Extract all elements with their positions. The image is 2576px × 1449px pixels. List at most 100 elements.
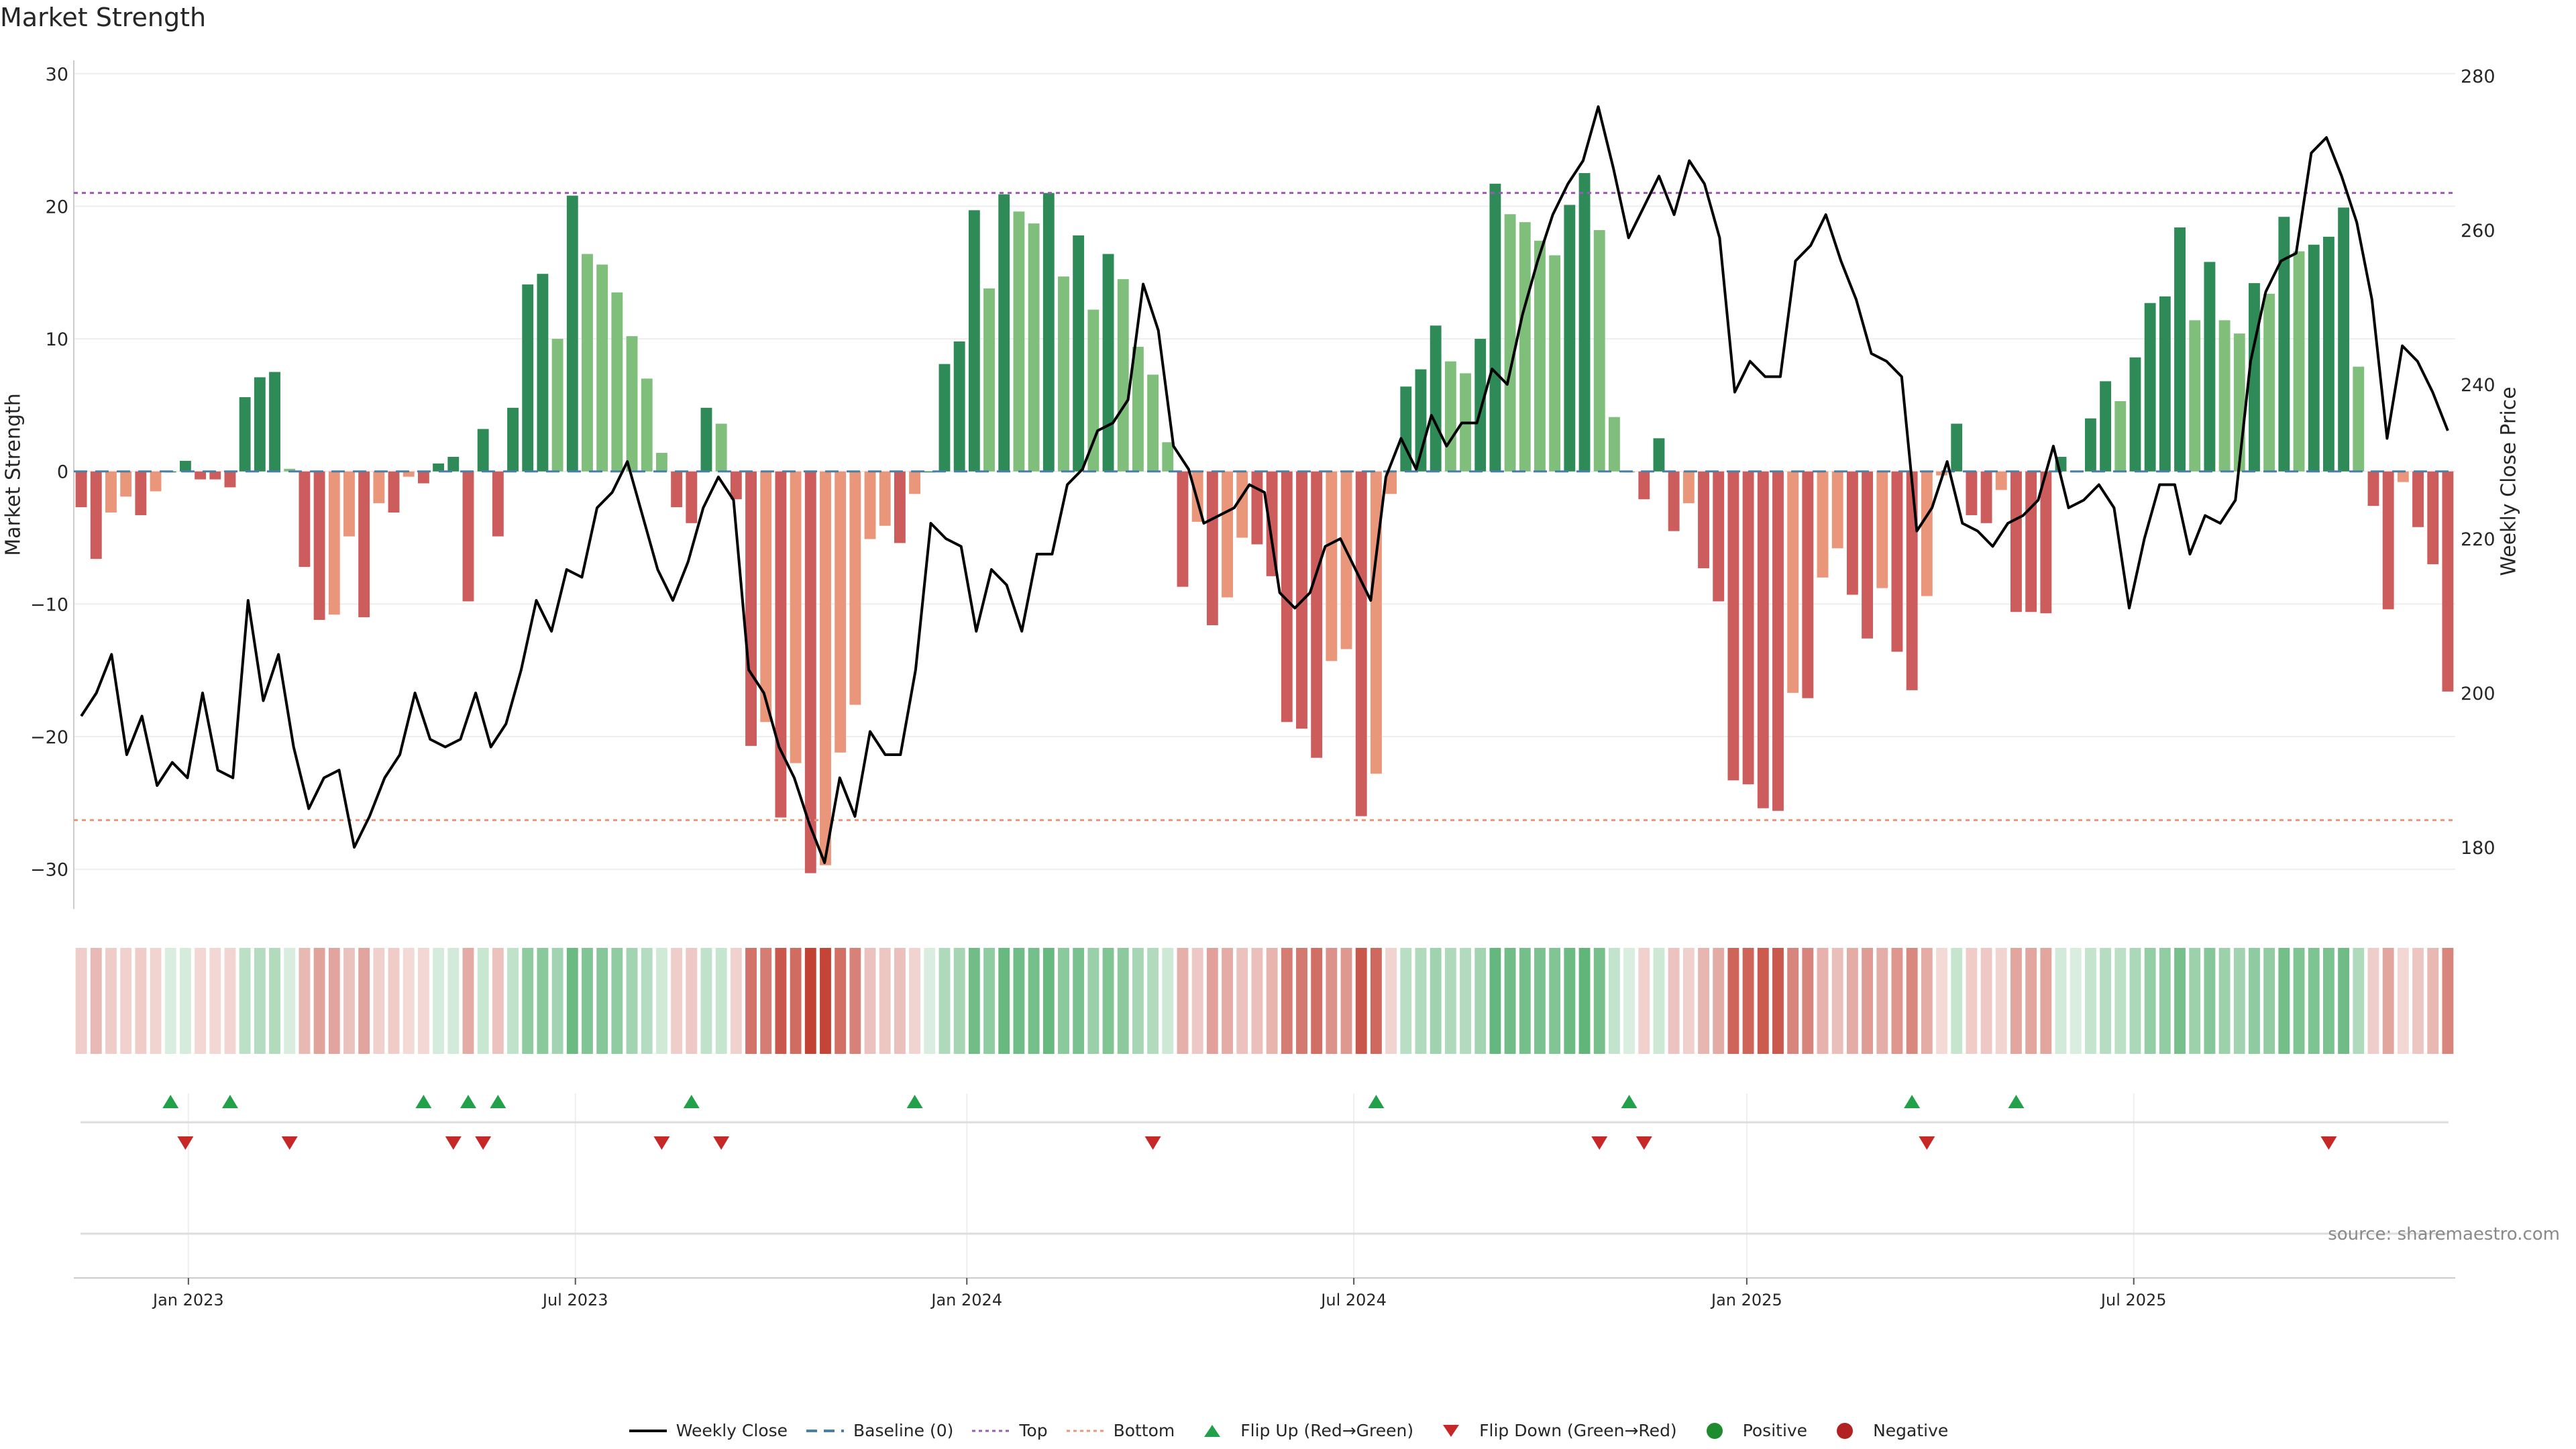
x-tick-label: Jan 2024 [930,1291,1002,1309]
strength-bar [2263,293,2275,472]
heat-cell [2397,948,2409,1054]
strength-bar [909,471,921,494]
y-tick-label: 10 [46,329,68,350]
strength-bar [2308,244,2320,472]
strength-bar [1222,471,1233,598]
heat-cell [388,948,400,1054]
strength-bar [1430,325,1442,472]
strength-bar [135,471,147,515]
heat-cell [343,948,355,1054]
strength-bar [641,378,653,472]
strength-bar [2293,251,2305,472]
heat-cell [582,948,593,1054]
strength-bar [1742,471,1754,785]
strength-bar [924,471,936,473]
strength-bar [1846,471,1858,595]
heat-cell [775,948,787,1054]
heat-cell [551,948,564,1054]
strength-bar [1638,471,1650,500]
strength-bar [373,471,385,504]
strength-bar [1400,386,1412,472]
strength-bar [343,471,355,537]
heat-cell [2129,948,2141,1054]
flip-up-marker [1621,1095,1638,1108]
strength-bar [2249,283,2260,472]
legend-swatch-dot [1695,1422,1735,1440]
legend-item: Flip Up (Red→Green) [1192,1421,1413,1440]
strength-bar [1713,471,1725,602]
strength-bar [879,471,891,526]
heat-cell [2278,948,2290,1054]
heat-cell [820,948,831,1054]
heat-cell [1831,948,1843,1054]
strength-bar [2025,471,2037,612]
strength-bar [1177,471,1189,587]
heat-cell [2293,948,2305,1054]
flip-down-marker [713,1136,730,1150]
heat-cell [417,948,429,1054]
heat-cell [433,948,445,1054]
x-tick-label: Jul 2023 [541,1291,608,1309]
heat-cell [2055,948,2067,1054]
strength-bar [299,471,311,568]
strength-bar [477,429,489,472]
y2-tick-label: 220 [2461,529,2496,550]
strength-bar [2442,471,2454,692]
strength-bar [1370,471,1382,774]
heat-cell [164,948,176,1054]
legend-item: Bottom [1065,1421,1175,1440]
strength-bar [269,372,280,472]
heat-cell [1534,948,1546,1054]
strength-bar [105,471,117,513]
strength-bar [1311,471,1323,758]
heat-cell [1668,948,1680,1054]
strength-bar [582,254,593,472]
heat-cell [1995,948,2007,1054]
heat-cell [909,948,921,1054]
heat-cell [299,948,311,1054]
heat-cell [1936,948,1947,1054]
flip-up-marker [906,1095,923,1108]
strength-bar [1206,471,1218,626]
heat-cell [1772,948,1784,1054]
strength-bar [596,264,608,472]
heat-cell [2010,948,2022,1054]
heat-cell [1460,948,1471,1054]
heat-cell [938,948,951,1054]
strength-bar [1474,339,1487,472]
flip-up-marker [683,1095,700,1108]
strength-bar [1831,471,1843,549]
heat-cell [150,948,162,1054]
heat-cell [2353,948,2365,1054]
heat-cell [1906,948,1918,1054]
strength-bar [1236,471,1248,538]
strength-bar [417,471,429,484]
heat-cell [1727,948,1739,1054]
heat-cell [2427,948,2439,1054]
strength-bar [1102,254,1114,472]
strength-bar [2367,471,2379,506]
heat-cell [566,948,578,1054]
heat-cell [2144,948,2156,1054]
strength-bar [1772,471,1784,811]
strength-bar [2338,207,2350,472]
heat-cell [328,948,340,1054]
heat-cell [1326,948,1338,1054]
heat-cell [1028,948,1040,1054]
heat-cell [1400,948,1412,1054]
heat-cell [195,948,207,1054]
flip-down-marker [1919,1136,1935,1150]
strength-bar [700,407,712,472]
y2-tick-label: 260 [2461,221,2496,241]
strength-bar [2114,400,2127,472]
strength-bar [1593,230,1605,472]
strength-bar [1668,471,1680,531]
strength-bar [1266,471,1278,576]
heat-cell [998,948,1010,1054]
heat-cell [1117,948,1129,1054]
heat-cell [269,948,280,1054]
strength-bar [328,471,340,615]
flip-up-marker [490,1095,506,1108]
heat-cell [373,948,385,1054]
